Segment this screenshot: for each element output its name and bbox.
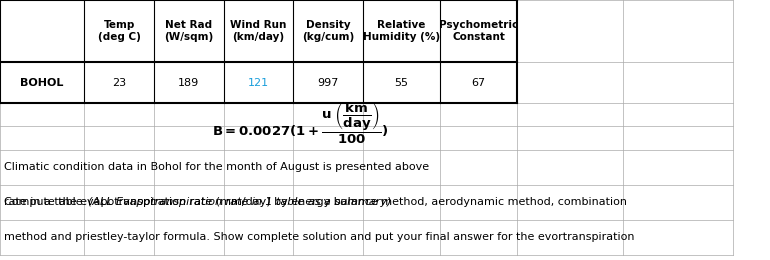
Text: 55: 55 [394, 77, 408, 88]
Text: BOHOL: BOHOL [21, 77, 64, 88]
Text: Psychometric
Constant: Psychometric Constant [439, 20, 518, 42]
Text: 67: 67 [471, 77, 486, 88]
Text: Compute the evapotranspiration rate (mm/day) by energy balance method, aerodynam: Compute the evapotranspiration rate (mm/… [4, 197, 627, 207]
Text: Net Rad
(W/sqm): Net Rad (W/sqm) [164, 20, 213, 42]
Text: Wind Run
(km/day): Wind Run (km/day) [230, 20, 286, 42]
Text: Temp
(deg C): Temp (deg C) [98, 20, 141, 42]
Text: 23: 23 [112, 77, 126, 88]
Text: 189: 189 [178, 77, 199, 88]
Text: $\mathbf{B = 0.0027(1 + \dfrac{u\ \left(\dfrac{km}{day}\right)}{100})}$: $\mathbf{B = 0.0027(1 + \dfrac{u\ \left(… [213, 101, 389, 146]
Text: Relative
Humidity (%): Relative Humidity (%) [363, 20, 440, 42]
Text: 121: 121 [248, 77, 269, 88]
Text: rate in a table.: rate in a table. [4, 197, 89, 207]
Text: Climatic condition data in Bohol for the month of August is presented above: Climatic condition data in Bohol for the… [4, 162, 429, 172]
Text: (ALL Evapotranspiration rate in 1 table as a summary): (ALL Evapotranspiration rate in 1 table … [88, 197, 391, 207]
Text: method and priestley-taylor formula. Show complete solution and put your final a: method and priestley-taylor formula. Sho… [4, 232, 634, 242]
Text: 997: 997 [317, 77, 339, 88]
Text: Density
(kg/cum): Density (kg/cum) [302, 20, 354, 42]
